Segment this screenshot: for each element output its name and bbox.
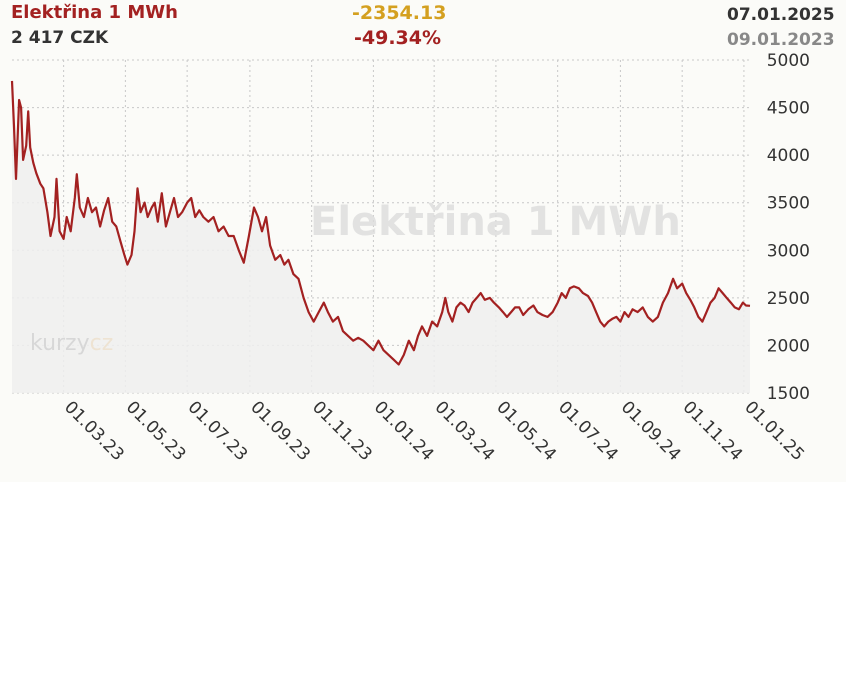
current-price: 2 417 CZK <box>11 28 109 48</box>
x-tick-label: 01.03.24 <box>431 397 499 465</box>
x-tick-label: 01.11.23 <box>308 397 376 465</box>
y-tick-label: 3500 <box>767 194 810 214</box>
start-date: 09.01.2023 <box>727 30 835 50</box>
y-tick-label: 4000 <box>767 146 810 166</box>
x-tick-label: 01.05.23 <box>122 397 190 465</box>
price-chart: Elektřina 1 MWh kurzycz 5000450040003500… <box>10 51 810 465</box>
x-tick-label: 01.09.23 <box>246 397 314 465</box>
y-tick-label: 2000 <box>767 336 810 356</box>
x-tick-label: 01.01.24 <box>370 397 438 465</box>
y-tick-label: 4500 <box>767 99 810 119</box>
price-area-fill <box>12 80 750 394</box>
chart-watermark: Elektřina 1 MWh <box>310 199 681 245</box>
y-tick-label: 1500 <box>767 384 810 404</box>
price-line <box>10 80 751 366</box>
x-tick-label: 01.03.23 <box>60 397 128 465</box>
y-tick-label: 3000 <box>767 241 810 261</box>
x-tick-label: 01.11.24 <box>679 397 747 465</box>
x-tick-label: 01.07.24 <box>554 397 622 465</box>
end-date: 07.01.2025 <box>727 5 835 25</box>
y-axis-ticks: 5000 4500 4000 3500 3000 2500 2000 1500 <box>767 51 810 404</box>
x-tick-label: 01.09.24 <box>617 397 685 465</box>
change-absolute: -2354.13 <box>352 2 447 24</box>
change-percent: -49.34% <box>354 27 442 49</box>
y-tick-label: 5000 <box>767 51 810 71</box>
x-tick-label: 01.01.25 <box>740 397 808 465</box>
y-tick-label: 2500 <box>767 289 810 309</box>
x-tick-label: 01.07.23 <box>184 397 252 465</box>
chart-title: Elektřina 1 MWh <box>11 2 178 23</box>
x-tick-label: 01.05.24 <box>492 397 560 465</box>
x-axis-ticks: 01.03.2301.05.2301.07.2301.09.2301.11.23… <box>60 397 808 465</box>
